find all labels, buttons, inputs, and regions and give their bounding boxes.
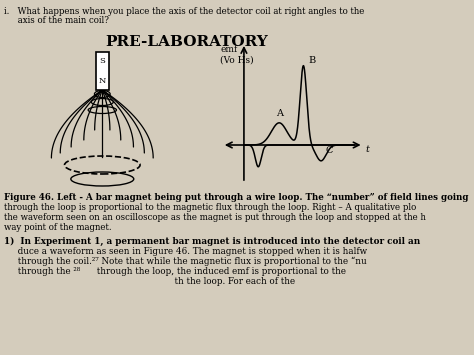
Text: emf
(Vo Hs): emf (Vo Hs) <box>220 45 254 64</box>
Text: PRE-LABORATORY: PRE-LABORATORY <box>105 35 268 49</box>
Text: axis of the main coil?: axis of the main coil? <box>4 16 109 25</box>
Text: S: S <box>100 57 105 65</box>
Text: duce a waveform as seen in Figure 46. The magnet is stopped when it is halfw: duce a waveform as seen in Figure 46. Th… <box>4 247 367 256</box>
Text: i.   What happens when you place the axis of the detector coil at right angles t: i. What happens when you place the axis … <box>4 7 365 16</box>
Text: th the loop. For each of the: th the loop. For each of the <box>4 277 295 286</box>
Bar <box>96 52 109 90</box>
Text: the waveform seen on an oscilloscope as the magnet is put through the loop and s: the waveform seen on an oscilloscope as … <box>4 213 426 222</box>
Text: Figure 46. Left - A bar magnet being put through a wire loop. The “number” of fi: Figure 46. Left - A bar magnet being put… <box>4 193 468 202</box>
Text: B: B <box>308 56 315 65</box>
Text: N: N <box>99 77 106 85</box>
Text: C: C <box>326 146 333 155</box>
Text: 1)  In Experiment 1, a permanent bar magnet is introduced into the detector coil: 1) In Experiment 1, a permanent bar magn… <box>4 237 420 246</box>
Text: through the loop is proportional to the magnetic flux through the loop. Right – : through the loop is proportional to the … <box>4 203 416 212</box>
Text: through the ²⁸      through the loop, the induced emf is proportional to the: through the ²⁸ through the loop, the ind… <box>4 267 346 276</box>
Text: way point of the magnet.: way point of the magnet. <box>4 223 111 232</box>
Text: through the coil.²⁷ Note that while the magnetic flux is proportional to the “nu: through the coil.²⁷ Note that while the … <box>4 257 367 266</box>
Text: A: A <box>276 109 283 118</box>
Text: t: t <box>365 144 369 153</box>
